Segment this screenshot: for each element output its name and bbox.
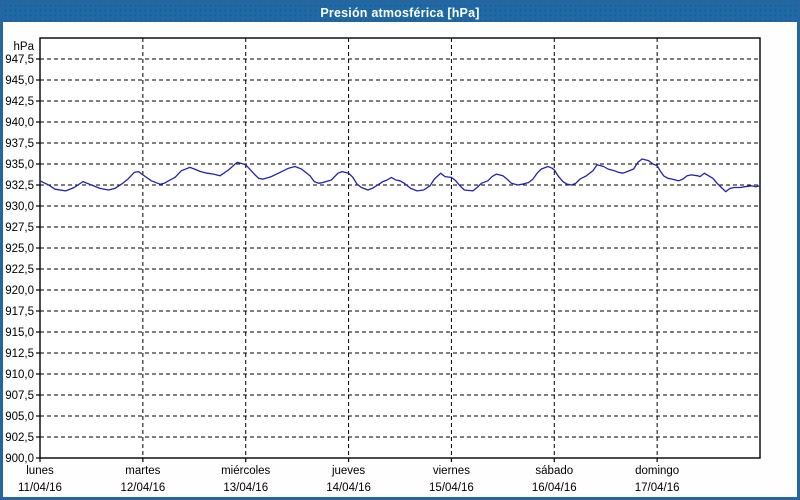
x-day-label: viernes bbox=[433, 465, 470, 477]
y-axis-unit-label: hPa bbox=[14, 41, 35, 53]
y-tick-label: 912,5 bbox=[5, 348, 34, 360]
y-tick-label: 920,0 bbox=[5, 285, 34, 297]
y-tick-label: 927,5 bbox=[5, 222, 34, 234]
x-day-label: sábado bbox=[535, 465, 573, 477]
x-day-label: martes bbox=[125, 465, 160, 477]
x-date-label: 17/04/16 bbox=[635, 482, 680, 494]
y-tick-label: 930,0 bbox=[5, 201, 34, 213]
y-tick-label: 945,0 bbox=[5, 75, 34, 87]
x-date-label: 15/04/16 bbox=[429, 482, 474, 494]
x-day-label: miércoles bbox=[221, 465, 270, 477]
y-tick-label: 907,5 bbox=[5, 390, 34, 402]
y-tick-label: 917,5 bbox=[5, 306, 34, 318]
y-tick-label: 910,0 bbox=[5, 369, 34, 381]
y-tick-label: 925,0 bbox=[5, 243, 34, 255]
y-tick-label: 902,5 bbox=[5, 432, 34, 444]
y-tick-label: 915,0 bbox=[5, 327, 34, 339]
y-tick-label: 940,0 bbox=[5, 117, 34, 129]
y-tick-label: 947,5 bbox=[5, 54, 34, 66]
x-date-label: 16/04/16 bbox=[532, 482, 577, 494]
y-tick-label: 905,0 bbox=[5, 411, 34, 423]
window-title: Presión atmosférica [hPa] bbox=[320, 5, 480, 20]
y-tick-label: 932,5 bbox=[5, 180, 34, 192]
x-date-label: 13/04/16 bbox=[223, 482, 268, 494]
y-tick-label: 937,5 bbox=[5, 138, 34, 150]
window-titlebar: Presión atmosférica [hPa] bbox=[3, 3, 797, 22]
x-day-label: domingo bbox=[635, 465, 679, 477]
x-date-label: 11/04/16 bbox=[18, 482, 62, 494]
x-day-label: jueves bbox=[331, 465, 365, 477]
x-date-label: 12/04/16 bbox=[120, 482, 165, 494]
x-day-label: lunes bbox=[26, 465, 54, 477]
pressure-series-line bbox=[39, 158, 761, 193]
y-tick-label: 935,0 bbox=[5, 159, 34, 171]
y-tick-label: 922,5 bbox=[5, 264, 34, 276]
y-tick-label: 900,0 bbox=[5, 453, 34, 465]
y-tick-label: 942,5 bbox=[5, 96, 34, 108]
pressure-chart: 947,5 945,0 942,5 940,0 937,5 935,0 932,5 930,0… bbox=[5, 37, 761, 494]
chart-panel: 947,5 945,0 942,5 940,0 937,5 935,0 932,5 930,0… bbox=[3, 22, 797, 497]
x-date-label: 14/04/16 bbox=[326, 482, 371, 494]
